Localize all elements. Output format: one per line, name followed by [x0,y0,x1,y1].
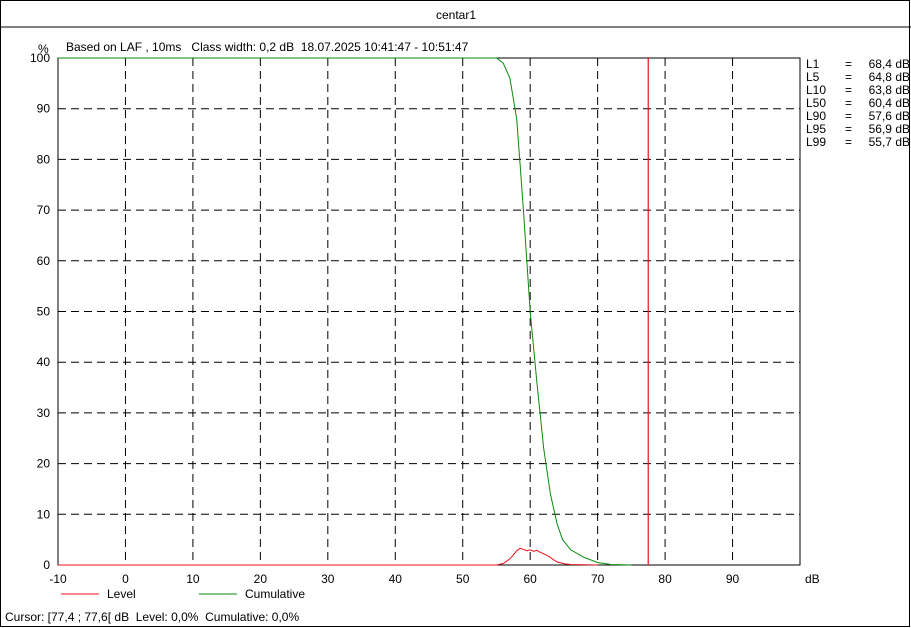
y-tick-label: 80 [37,152,51,166]
legend: Level Cumulative [61,587,305,601]
y-tick-label: 60 [37,254,51,268]
y-tick-label: 20 [37,457,51,471]
percentile-name: L10 [806,83,826,97]
percentile-equals: = [845,122,852,136]
percentile-value: 60,4 dB [869,96,910,110]
percentile-row: L5 = 64,8 dB [806,70,910,84]
percentile-row: L95 = 56,9 dB [806,122,910,136]
percentile-name: L90 [806,109,826,123]
percentile-table: L1 = 68,4 dB L5 = 64,8 dB L10 = 63,8 dB L50 = 60,4 … [806,57,910,149]
percentile-name: L50 [806,96,826,110]
x-tick-label: 40 [389,572,403,586]
x-tick-label: 0 [122,572,129,586]
chart-subtitle: Based on LAF , 10ms Class width: 0,2 dB … [66,40,469,54]
x-tick-label: 10 [186,572,200,586]
x-tick-label: 80 [658,572,672,586]
percentile-equals: = [845,96,852,110]
x-axis-label: dB [805,572,820,586]
grid [58,58,800,565]
y-tick-label: 70 [37,203,51,217]
percentile-equals: = [845,57,852,71]
y-tick-label: 90 [37,102,51,116]
percentile-value: 57,6 dB [869,109,910,123]
percentile-row: L50 = 60,4 dB [806,96,910,110]
series [58,57,632,566]
percentile-equals: = [845,70,852,84]
percentile-name: L99 [806,135,826,149]
percentile-equals: = [845,109,852,123]
cursor-readout: Cursor: [77,4 ; 77,6[ dB Level: 0,0% Cum… [5,610,300,624]
percentile-value: 64,8 dB [869,70,910,84]
chart-title: centar1 [436,8,476,22]
percentile-name: L95 [806,122,826,136]
percentile-name: L1 [806,57,820,71]
series-line-cumulative [58,57,632,566]
percentile-equals: = [845,83,852,97]
y-tick-label: 40 [37,355,51,369]
series-line-level [58,547,598,566]
x-tick-label: 90 [726,572,740,586]
x-tick-label: 60 [524,572,538,586]
legend-label-level: Level [107,587,136,601]
percentile-value: 63,8 dB [869,83,910,97]
percentile-value: 68,4 dB [869,57,910,71]
percentile-value: 56,9 dB [869,122,910,136]
y-tick-labels: 0 10 20 30 40 50 60 70 80 90 100 [30,51,50,572]
percentile-row: L1 = 68,4 dB [806,57,910,71]
x-tick-label: 70 [591,572,605,586]
y-tick-label: 30 [37,406,51,420]
percentile-row: L99 = 55,7 dB [806,135,910,149]
y-axis-label: % [38,42,49,56]
x-tick-label: 30 [321,572,335,586]
y-tick-label: 100 [30,51,50,65]
x-tick-label: 50 [456,572,470,586]
x-tick-label: -10 [49,572,67,586]
percentile-equals: = [845,135,852,149]
percentile-value: 55,7 dB [869,135,910,149]
percentile-row: L10 = 63,8 dB [806,83,910,97]
percentile-name: L5 [806,70,820,84]
percentile-row: L90 = 57,6 dB [806,109,910,123]
legend-label-cumulative: Cumulative [245,587,305,601]
x-tick-labels: -10 0 10 20 30 40 50 60 70 80 90 [49,572,739,586]
y-tick-label: 50 [37,305,51,319]
y-tick-label: 0 [43,558,50,572]
x-tick-label: 20 [254,572,268,586]
y-tick-label: 10 [37,507,51,521]
